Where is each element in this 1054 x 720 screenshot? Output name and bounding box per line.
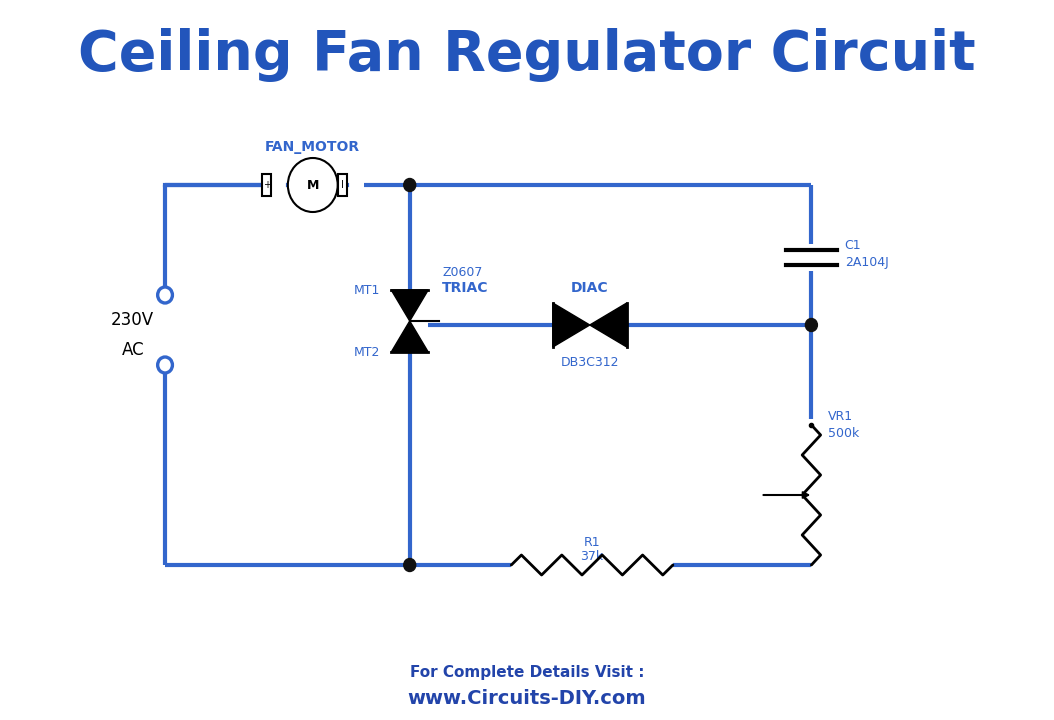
Circle shape bbox=[404, 179, 415, 192]
Text: 500k: 500k bbox=[828, 426, 859, 439]
Circle shape bbox=[805, 318, 818, 331]
Text: AC: AC bbox=[121, 341, 144, 359]
Text: M: M bbox=[307, 179, 319, 192]
Text: I: I bbox=[340, 180, 344, 190]
FancyBboxPatch shape bbox=[262, 174, 271, 196]
Text: R1: R1 bbox=[584, 536, 601, 549]
Text: VR1: VR1 bbox=[828, 410, 853, 423]
Text: www.Circuits-DIY.com: www.Circuits-DIY.com bbox=[408, 688, 646, 708]
Text: DIAC: DIAC bbox=[571, 281, 608, 295]
Text: TRIAC: TRIAC bbox=[442, 281, 489, 295]
Text: For Complete Details Visit :: For Complete Details Visit : bbox=[410, 665, 644, 680]
Text: C1: C1 bbox=[844, 239, 861, 252]
Circle shape bbox=[404, 559, 415, 572]
Text: Ceiling Fan Regulator Circuit: Ceiling Fan Regulator Circuit bbox=[78, 28, 976, 82]
Text: 2A104J: 2A104J bbox=[844, 256, 889, 269]
Polygon shape bbox=[391, 321, 428, 352]
Circle shape bbox=[288, 158, 337, 212]
Polygon shape bbox=[391, 290, 428, 321]
Polygon shape bbox=[553, 303, 590, 347]
FancyBboxPatch shape bbox=[337, 174, 347, 196]
Text: MT1: MT1 bbox=[354, 284, 380, 297]
Polygon shape bbox=[590, 303, 627, 347]
Text: DB3C312: DB3C312 bbox=[561, 356, 619, 369]
Text: 37k: 37k bbox=[581, 549, 604, 562]
Text: MT2: MT2 bbox=[354, 346, 380, 359]
Text: FAN_MOTOR: FAN_MOTOR bbox=[266, 140, 360, 154]
Text: +: + bbox=[262, 180, 271, 190]
Text: 230V: 230V bbox=[111, 311, 154, 329]
Text: Z0607: Z0607 bbox=[442, 266, 483, 279]
